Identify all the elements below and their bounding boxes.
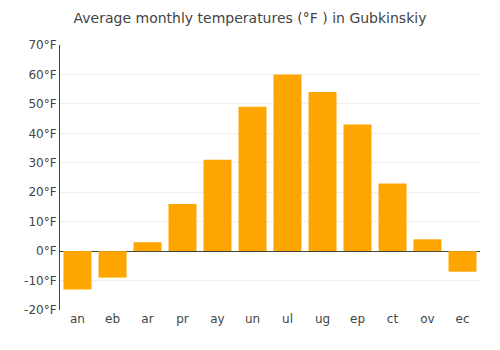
svg-text:ct: ct <box>387 312 399 326</box>
svg-text:30°F: 30°F <box>28 156 56 170</box>
svg-text:ay: ay <box>210 312 224 326</box>
svg-text:-20°F: -20°F <box>24 303 57 317</box>
svg-text:20°F: 20°F <box>28 185 56 199</box>
svg-text:40°F: 40°F <box>28 127 56 141</box>
svg-text:70°F: 70°F <box>28 38 56 52</box>
svg-text:-10°F: -10°F <box>24 274 57 288</box>
svg-text:10°F: 10°F <box>28 215 56 229</box>
svg-text:0°F: 0°F <box>36 244 57 258</box>
svg-text:ul: ul <box>282 312 293 326</box>
svg-text:an: an <box>70 312 85 326</box>
svg-text:ar: ar <box>141 312 153 326</box>
svg-text:eb: eb <box>105 312 120 326</box>
svg-text:ec: ec <box>456 312 470 326</box>
svg-text:Average monthly temperatures (: Average monthly temperatures (°F ) in Gu… <box>74 10 427 26</box>
svg-text:60°F: 60°F <box>28 68 56 82</box>
svg-text:ug: ug <box>315 312 330 326</box>
svg-text:ep: ep <box>350 312 365 326</box>
svg-text:ov: ov <box>420 312 434 326</box>
svg-text:un: un <box>245 312 260 326</box>
svg-text:pr: pr <box>176 312 189 326</box>
svg-text:50°F: 50°F <box>28 97 56 111</box>
